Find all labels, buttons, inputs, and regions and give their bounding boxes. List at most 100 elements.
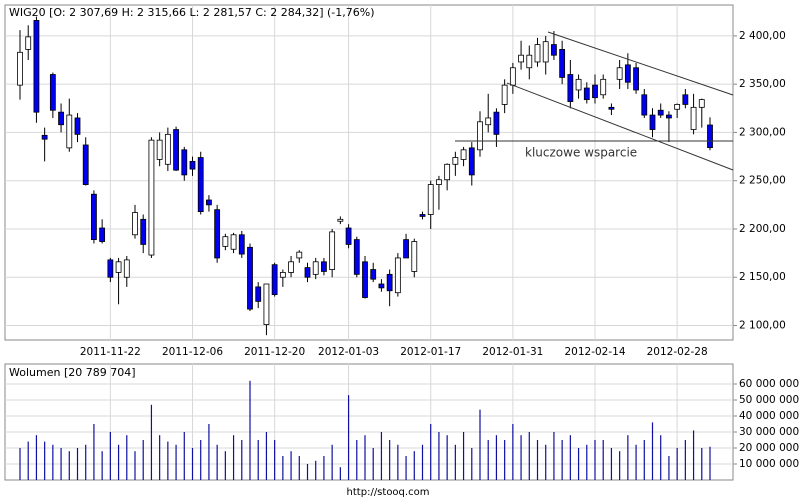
volume-bar [627,435,629,480]
candle-body [436,179,442,185]
volume-bar [380,432,383,480]
volume-bar [93,424,95,480]
candle-body [403,239,409,259]
candle-body [551,44,557,56]
volume-bar [52,444,54,480]
y-tick-label: 30 000 000 [739,426,799,438]
volume-bar [536,440,539,480]
volume-bar [241,440,243,480]
volume-bar [446,435,448,480]
candle-body [156,139,163,160]
volume-bar [701,448,703,480]
candle-body [58,111,64,126]
volume-bar [577,448,580,480]
volume-bar [265,432,268,480]
volume-bar [651,422,654,480]
volume-bar [44,441,46,480]
candle-body [518,54,524,63]
volume-bar [364,435,366,480]
candle-body [477,121,483,151]
volume-bar [545,444,547,480]
price-panel [4,4,734,341]
candle-body [132,212,138,236]
candle-body [592,84,598,99]
volume-bar [504,440,506,480]
candle-body [657,109,664,116]
candle-body [707,124,713,148]
candle-body [337,218,344,222]
candle-body [666,114,672,119]
candle-body [509,67,516,86]
volume-bar [109,432,111,480]
x-tick-label: 2012-01-31 [482,346,543,358]
volume-bar [356,440,358,480]
candle-body [173,129,179,171]
candle-body [444,163,451,181]
volume-bar [339,467,341,480]
candle-body [690,106,697,130]
candle-body [189,160,196,170]
candle-body [633,67,639,91]
candle-body [370,269,377,280]
volume-bar [142,440,144,480]
candle-body [641,94,648,116]
volume-bar [635,444,637,480]
candle-body [600,78,607,96]
volume-bar [323,456,325,480]
candle-body [238,234,245,255]
y-tick-label: 2 250,00 [739,175,786,187]
x-tick-label: 2011-12-20 [244,346,305,358]
y-tick-label: 2 200,00 [739,223,786,235]
candle-body [682,94,689,105]
volume-bar [397,444,399,480]
candle-body [181,149,188,176]
candle-body [386,273,393,292]
candle-body [230,234,237,250]
candle-body [329,231,336,270]
volume-bar [175,444,177,480]
candle-body [17,51,23,86]
volume-bar [315,460,317,480]
candle-body [419,214,426,217]
candle-body [74,117,81,135]
y-tick-label: 2 400,00 [739,30,786,42]
candle-body [91,193,97,240]
candle-body [567,74,574,102]
candle-body [33,20,40,113]
volume-bar [520,435,522,480]
volume-bar [619,451,621,480]
candle-body [534,44,541,63]
volume-bar [454,444,456,480]
candle-body [427,184,434,215]
candle-body [378,283,385,289]
volume-bar [347,395,350,480]
candle-body [501,84,508,105]
candle-body [247,246,253,310]
candle-body [206,199,212,206]
volume-bar [101,451,103,480]
volume-bar [19,448,21,480]
candle-body [493,111,500,135]
volume-bar [389,440,391,480]
candle-body [82,144,89,185]
volume-bar [676,448,678,480]
candle-body [321,261,327,272]
volume-bar [76,448,79,480]
volume-bar [85,444,87,480]
channel-upper [547,31,734,96]
candle-body [485,117,492,126]
channel-lower [506,82,734,171]
volume-bar [224,451,226,480]
volume-bar [249,380,251,480]
volume-bar [191,448,194,480]
y-tick-label: 2 350,00 [739,78,786,90]
footer: http://stooq.com [347,487,430,498]
x-tick-label: 2011-12-06 [162,346,223,358]
x-tick-label: 2011-11-22 [80,346,141,358]
volume-bar [660,435,662,480]
volume-bar [709,446,711,480]
candle-body [674,104,681,110]
candle-body [362,261,368,298]
x-tick-label: 2012-02-14 [564,346,625,358]
candle-body [575,78,582,91]
